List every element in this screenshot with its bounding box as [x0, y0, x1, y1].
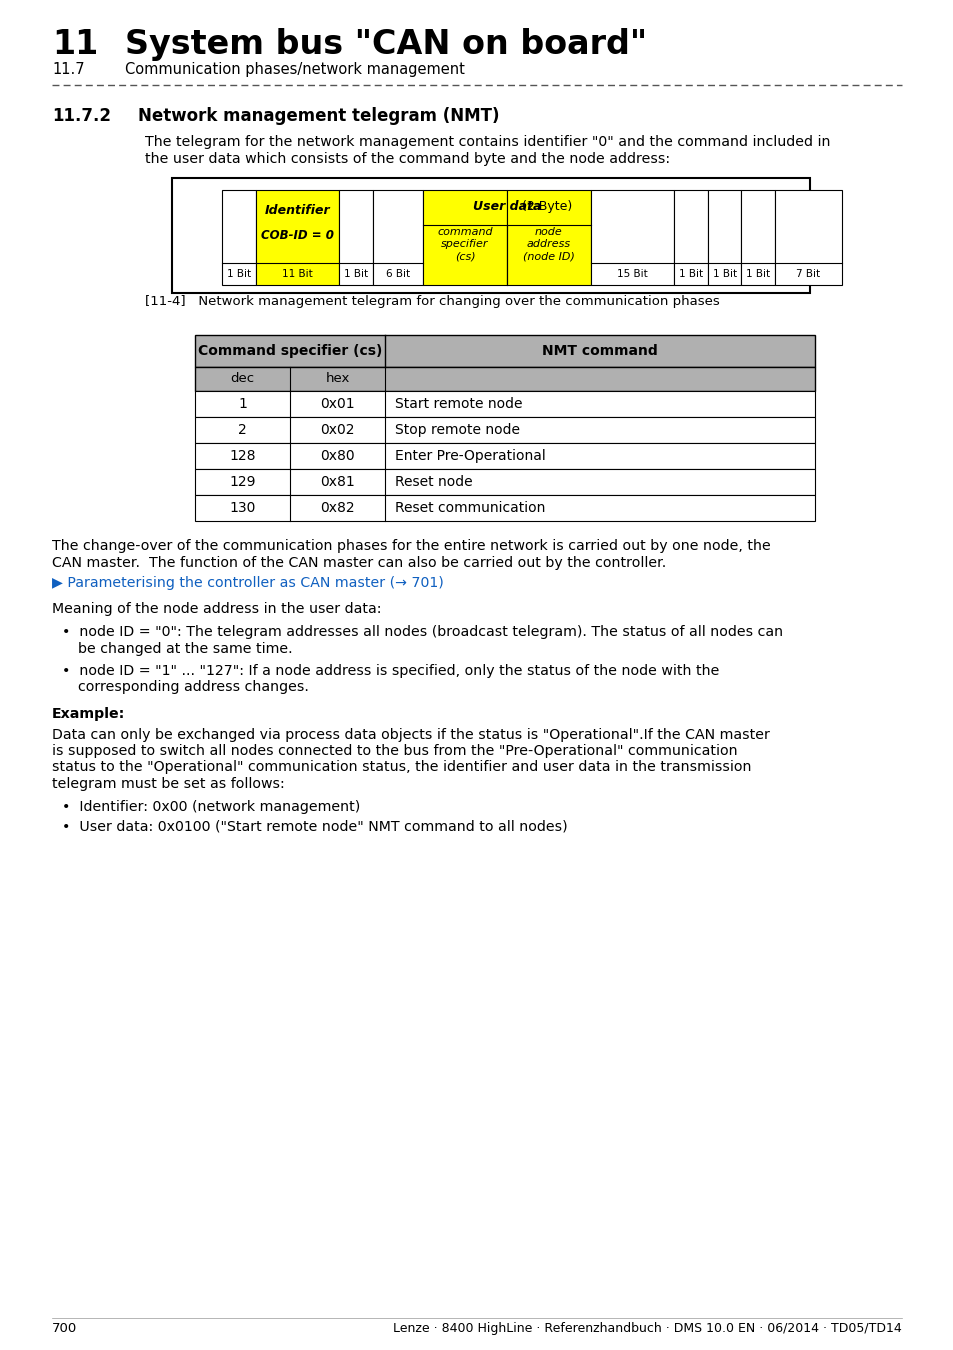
- Text: •  node ID = "1" ... "127": If a node address is specified, only the status of t: • node ID = "1" ... "127": If a node add…: [62, 664, 719, 678]
- Text: Identifier: Identifier: [264, 204, 330, 217]
- Text: 130: 130: [229, 501, 255, 514]
- Text: command
specifier
(cs): command specifier (cs): [436, 227, 493, 262]
- Text: Command specifier (cs): Command specifier (cs): [197, 344, 382, 358]
- Text: 0x01: 0x01: [320, 397, 355, 410]
- Text: Enter Pre-Operational: Enter Pre-Operational: [395, 450, 545, 463]
- Text: 0x81: 0x81: [320, 475, 355, 489]
- Bar: [774, 190, 841, 285]
- Bar: [194, 495, 814, 521]
- Text: 11 Bit: 11 Bit: [282, 269, 313, 279]
- Bar: [373, 190, 422, 285]
- Text: hex: hex: [325, 373, 350, 386]
- Text: COB-ID = 0: COB-ID = 0: [261, 228, 334, 242]
- Text: Reset node: Reset node: [395, 475, 472, 489]
- Text: 15 Bit: 15 Bit: [617, 269, 647, 279]
- Text: CAN master.  The function of the CAN master can also be carried out by the contr: CAN master. The function of the CAN mast…: [52, 555, 665, 570]
- Text: System bus "CAN on board": System bus "CAN on board": [125, 28, 646, 61]
- Text: corresponding address changes.: corresponding address changes.: [78, 680, 309, 694]
- Text: The change-over of the communication phases for the entire network is carried ou: The change-over of the communication pha…: [52, 539, 770, 553]
- Text: is supposed to switch all nodes connected to the bus from the "Pre-Operational" : is supposed to switch all nodes connecte…: [52, 744, 737, 757]
- Bar: [194, 443, 814, 468]
- Text: 11: 11: [52, 28, 98, 61]
- Text: dec: dec: [231, 373, 254, 386]
- Bar: [506, 190, 590, 285]
- Text: 1 Bit: 1 Bit: [712, 269, 736, 279]
- Text: Communication phases/network management: Communication phases/network management: [125, 62, 464, 77]
- Text: 700: 700: [52, 1322, 77, 1335]
- Text: node
address
(node ID): node address (node ID): [522, 227, 574, 262]
- Text: the user data which consists of the command byte and the node address:: the user data which consists of the comm…: [145, 153, 669, 166]
- Text: [11-4]   Network management telegram for changing over the communication phases: [11-4] Network management telegram for c…: [145, 296, 719, 308]
- Text: User data: User data: [472, 200, 540, 212]
- Text: Reset communication: Reset communication: [395, 501, 545, 514]
- Text: ▶ Parameterising the controller as CAN master (→ 701): ▶ Parameterising the controller as CAN m…: [52, 576, 443, 590]
- Text: status to the "Operational" communication status, the identifier and user data i: status to the "Operational" communicatio…: [52, 760, 751, 775]
- Bar: [255, 190, 339, 285]
- Text: Start remote node: Start remote node: [395, 397, 522, 410]
- Bar: [674, 190, 707, 285]
- Bar: [422, 190, 506, 285]
- Text: 11.7.2: 11.7.2: [52, 107, 111, 126]
- Text: be changed at the same time.: be changed at the same time.: [78, 641, 293, 656]
- Text: 7 Bit: 7 Bit: [796, 269, 820, 279]
- Text: 2: 2: [238, 423, 247, 437]
- Text: Stop remote node: Stop remote node: [395, 423, 519, 437]
- Text: Example:: Example:: [52, 707, 125, 721]
- Bar: [194, 335, 814, 367]
- Text: •  node ID = "0": The telegram addresses all nodes (broadcast telegram). The sta: • node ID = "0": The telegram addresses …: [62, 625, 782, 639]
- Text: 1: 1: [238, 397, 247, 410]
- Text: •  Identifier: 0x00 (network management): • Identifier: 0x00 (network management): [62, 799, 360, 814]
- Bar: [194, 392, 814, 417]
- Text: 0x02: 0x02: [320, 423, 355, 437]
- Text: 1 Bit: 1 Bit: [745, 269, 769, 279]
- Text: •  User data: 0x0100 ("Start remote node" NMT command to all nodes): • User data: 0x0100 ("Start remote node"…: [62, 819, 567, 834]
- Text: NMT command: NMT command: [541, 344, 658, 358]
- Bar: [194, 468, 814, 495]
- Bar: [740, 190, 774, 285]
- Text: 129: 129: [229, 475, 255, 489]
- Text: 1 Bit: 1 Bit: [679, 269, 702, 279]
- Text: 128: 128: [229, 450, 255, 463]
- Text: 11.7: 11.7: [52, 62, 85, 77]
- Text: 6 Bit: 6 Bit: [385, 269, 410, 279]
- Bar: [194, 417, 814, 443]
- Text: The telegram for the network management contains identifier "0" and the command : The telegram for the network management …: [145, 135, 830, 148]
- Bar: [194, 367, 814, 392]
- Text: 1 Bit: 1 Bit: [344, 269, 368, 279]
- Bar: [707, 190, 740, 285]
- Bar: [339, 190, 373, 285]
- Bar: [590, 190, 674, 285]
- Text: Network management telegram (NMT): Network management telegram (NMT): [138, 107, 499, 126]
- Text: 1 Bit: 1 Bit: [227, 269, 251, 279]
- Text: Data can only be exchanged via process data objects if the status is "Operationa: Data can only be exchanged via process d…: [52, 728, 769, 741]
- Text: Meaning of the node address in the user data:: Meaning of the node address in the user …: [52, 602, 381, 617]
- Text: 0x80: 0x80: [320, 450, 355, 463]
- Bar: [222, 190, 255, 285]
- Bar: [172, 178, 809, 293]
- Text: (2 Byte): (2 Byte): [517, 200, 572, 212]
- Text: telegram must be set as follows:: telegram must be set as follows:: [52, 778, 284, 791]
- Text: Lenze · 8400 HighLine · Referenzhandbuch · DMS 10.0 EN · 06/2014 · TD05/TD14: Lenze · 8400 HighLine · Referenzhandbuch…: [393, 1322, 901, 1335]
- Text: 0x82: 0x82: [320, 501, 355, 514]
